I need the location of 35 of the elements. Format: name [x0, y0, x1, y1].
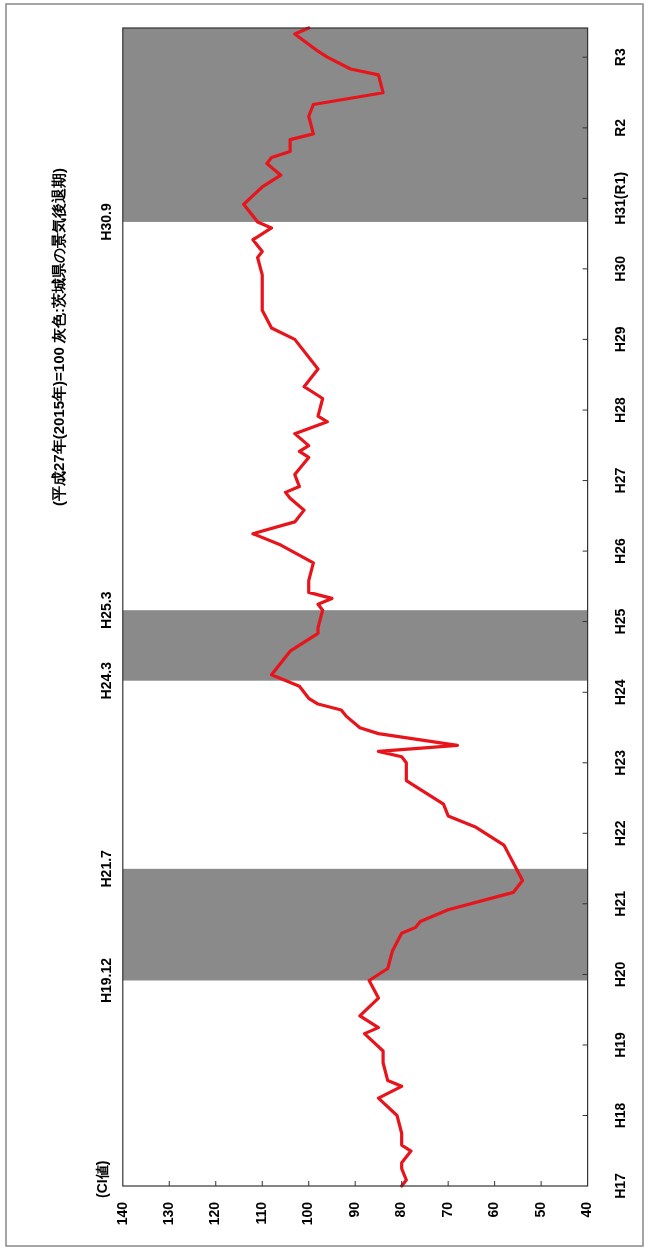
y-tick-label: H23	[612, 749, 629, 776]
text: H30.9	[97, 203, 114, 241]
y-tick-label: H30	[612, 255, 629, 282]
y-tick-label: H31(R1)	[612, 171, 629, 225]
y-tick-label: H18	[612, 1102, 629, 1129]
x-tick-label: 90	[345, 1201, 362, 1218]
y-tick-label: H25	[612, 608, 629, 635]
text: H21.7	[97, 849, 114, 888]
y-tick-label: H22	[612, 820, 629, 847]
x-tick-label: 120	[206, 1201, 223, 1226]
text: H24.3	[97, 661, 114, 700]
x-tick-label: 100	[299, 1201, 316, 1226]
x-tick-label: 70	[438, 1201, 455, 1218]
y-tick-label: R3	[612, 48, 629, 67]
x-tick-label: 50	[531, 1201, 548, 1218]
y-tick-label: H20	[612, 961, 629, 988]
y-tick-label: H19	[612, 1031, 629, 1058]
x-tick-label: 60	[485, 1201, 502, 1218]
y-tick-label: H21	[612, 890, 629, 917]
y-axis-title: (CI値)	[93, 1160, 110, 1198]
x-tick-label: 80	[392, 1201, 409, 1218]
x-tick-label: 40	[578, 1201, 595, 1218]
x-tick-label: 130	[159, 1201, 176, 1226]
y-tick-label: R2	[612, 118, 629, 137]
y-tick-label: H28	[612, 397, 629, 423]
text: H25.3	[97, 591, 114, 629]
x-tick-label: 110	[252, 1201, 269, 1225]
y-tick-label: H24	[612, 679, 629, 706]
y-tick-label: H27	[612, 467, 629, 494]
text: (平成27年(2015年)=100 灰色:茨城県の景気後退期)	[50, 168, 67, 506]
x-tick-label: 140	[113, 1201, 130, 1226]
y-tick-label: H29	[612, 326, 629, 353]
y-tick-label: H17	[612, 1172, 629, 1199]
text: H19.12	[97, 957, 114, 1004]
y-tick-label: H26	[612, 538, 629, 564]
